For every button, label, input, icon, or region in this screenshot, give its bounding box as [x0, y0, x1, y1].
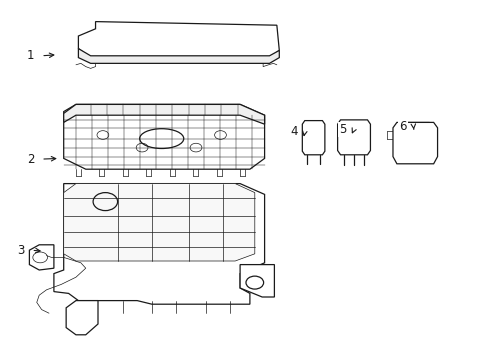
Polygon shape — [54, 184, 265, 304]
Text: 5: 5 — [339, 123, 347, 136]
Text: 4: 4 — [290, 125, 298, 138]
Polygon shape — [64, 104, 265, 169]
Polygon shape — [29, 245, 54, 270]
Text: 3: 3 — [17, 244, 24, 257]
Polygon shape — [66, 301, 98, 335]
Polygon shape — [78, 49, 279, 63]
Text: 2: 2 — [26, 153, 34, 166]
Polygon shape — [393, 122, 438, 164]
Polygon shape — [78, 22, 279, 58]
Polygon shape — [240, 265, 274, 297]
Text: 1: 1 — [26, 49, 34, 62]
Polygon shape — [64, 184, 255, 261]
Polygon shape — [338, 120, 370, 155]
Polygon shape — [64, 104, 265, 124]
Text: 6: 6 — [399, 120, 407, 133]
Polygon shape — [302, 121, 325, 155]
